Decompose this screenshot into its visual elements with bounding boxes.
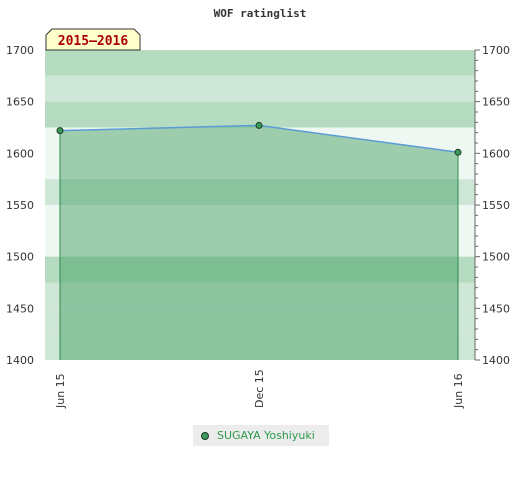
rating-band [45, 205, 475, 231]
area-layer [59, 125, 459, 360]
x-axis: Jun 15 Dec 15 Jun 16 [54, 369, 465, 409]
left-y-axis: 1700 1650 1600 1550 1500 1450 1400 [6, 44, 34, 367]
y-tick-label-right: 1450 [482, 302, 510, 315]
y-tick-label: 1550 [6, 199, 34, 212]
x-tick-label: Jun 16 [452, 373, 465, 409]
y-tick-label-right: 1500 [482, 251, 510, 264]
rating-band [45, 153, 475, 180]
right-y-axis: 1700 1650 1600 1550 1500 1450 1400 [474, 44, 510, 367]
data-point [255, 121, 263, 129]
y-tick-label: 1500 [6, 251, 34, 264]
y-tick-label: 1700 [6, 44, 34, 57]
rating-band [45, 50, 475, 76]
rating-band [45, 282, 475, 309]
y-tick-label-right: 1400 [482, 354, 510, 367]
rating-band [45, 127, 475, 154]
season-badge: 2015–2016 [45, 28, 141, 51]
data-point [56, 127, 64, 135]
data-point [454, 148, 462, 156]
y-tick-label-right: 1650 [482, 96, 510, 109]
rating-bands [45, 50, 475, 360]
rating-band [45, 256, 475, 283]
y-tick-label: 1600 [6, 147, 34, 160]
legend: SUGAYA Yoshiyuki [193, 425, 329, 446]
rating-area [60, 125, 458, 360]
rating-band [45, 334, 475, 360]
y-tick-label-right: 1700 [482, 44, 510, 57]
y-tick-label-right: 1600 [482, 147, 510, 160]
x-tick-label: Dec 15 [253, 369, 266, 408]
rating-band [45, 308, 475, 335]
rating-band [45, 75, 475, 102]
season-label: 2015–2016 [58, 34, 129, 49]
legend-marker-icon [201, 431, 209, 440]
point-layer [56, 121, 462, 156]
chart-title: WOF ratinglist [214, 7, 307, 20]
y-tick-label-right: 1550 [482, 199, 510, 212]
rating-band [45, 179, 475, 205]
y-tick-label: 1400 [6, 354, 34, 367]
x-tick-label: Jun 15 [54, 373, 67, 409]
y-tick-label: 1650 [6, 96, 34, 109]
legend-series-name: SUGAYA Yoshiyuki [217, 429, 315, 442]
y-tick-label: 1450 [6, 302, 34, 315]
rating-band [45, 230, 475, 257]
